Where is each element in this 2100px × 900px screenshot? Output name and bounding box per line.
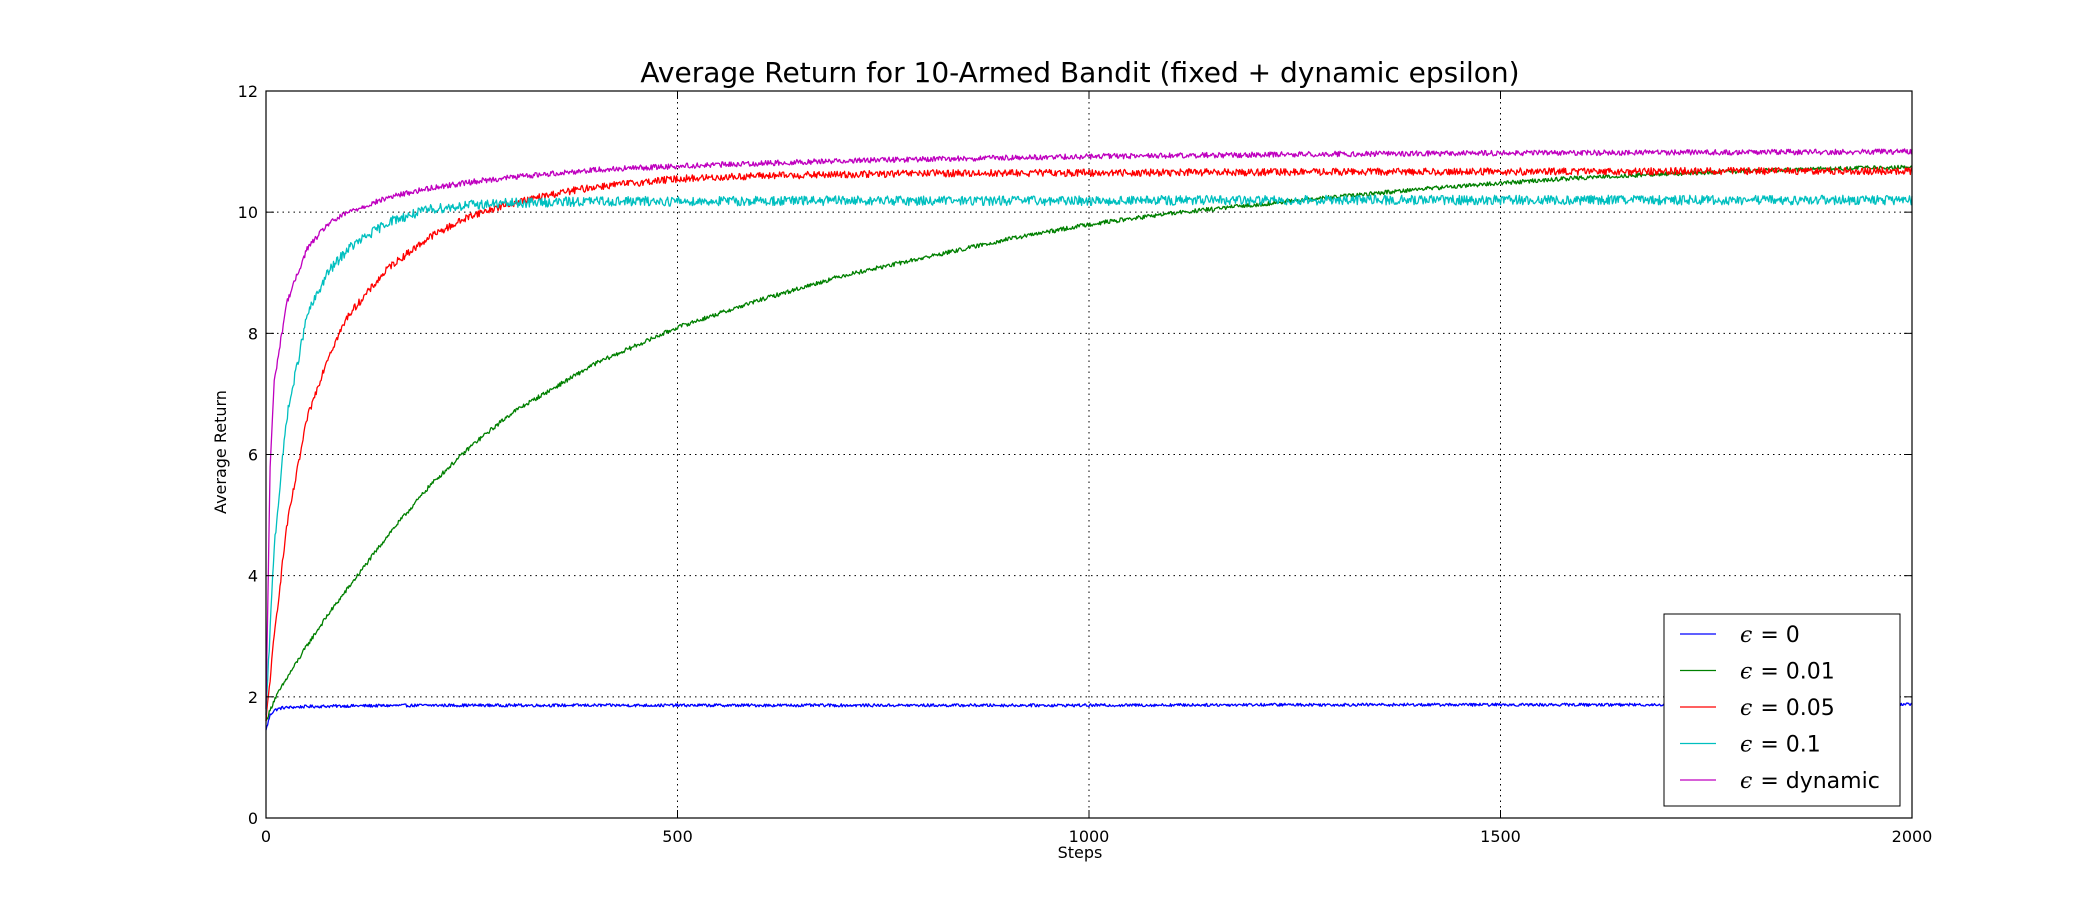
legend-label: ϵ = dynamic <box>1740 769 1880 794</box>
epsilon-symbol: ϵ <box>1740 769 1752 794</box>
epsilon-symbol: ϵ <box>1740 733 1752 758</box>
x-axis-label: Steps <box>1058 843 1103 862</box>
legend-value: = 0.05 <box>1760 696 1834 721</box>
y-tick-label: 10 <box>238 203 258 222</box>
series-line-0 <box>265 702 1913 731</box>
legend-value: = dynamic <box>1760 769 1879 794</box>
legend-value: = 0.01 <box>1760 660 1834 685</box>
legend-label: ϵ = 0.1 <box>1740 733 1821 758</box>
epsilon-symbol: ϵ <box>1740 696 1752 721</box>
legend-value: = 0 <box>1760 623 1799 648</box>
series-line-1 <box>265 164 1913 722</box>
legend-label: ϵ = 0.01 <box>1740 660 1835 685</box>
legend: ϵ = 0 ϵ = 0.01 ϵ = 0.05 ϵ = 0.1 ϵ = dynamic <box>1663 613 1901 807</box>
legend-label: ϵ = 0 <box>1740 623 1800 648</box>
x-tick-label: 0 <box>261 827 271 846</box>
legend-label: ϵ = 0.05 <box>1740 696 1835 721</box>
y-tick-label: 12 <box>238 82 258 101</box>
axis-ticks: 0 500 1000 1500 2000 0 2 4 6 8 10 12 <box>238 82 1933 846</box>
legend-box <box>1663 613 1901 807</box>
epsilon-symbol: ϵ <box>1740 623 1752 648</box>
series-line-4 <box>265 148 1913 709</box>
epsilon-symbol: ϵ <box>1740 660 1752 685</box>
y-axis-label: Average Return <box>211 390 230 514</box>
x-tick-label: 500 <box>662 827 693 846</box>
x-tick-label: 1500 <box>1480 827 1521 846</box>
y-tick-label: 4 <box>248 567 258 586</box>
y-tick-label: 0 <box>248 809 258 828</box>
chart-title: Average Return for 10-Armed Bandit (fixe… <box>640 56 1519 89</box>
legend-value: = 0.1 <box>1760 733 1820 758</box>
grid-lines <box>266 91 1912 818</box>
y-tick-label: 8 <box>248 324 258 343</box>
series-line-3 <box>265 194 1913 716</box>
series-layer <box>265 148 1913 731</box>
x-tick-label: 1000 <box>1069 827 1110 846</box>
x-tick-label: 2000 <box>1892 827 1933 846</box>
y-tick-label: 2 <box>248 688 258 707</box>
y-tick-label: 6 <box>248 446 258 465</box>
